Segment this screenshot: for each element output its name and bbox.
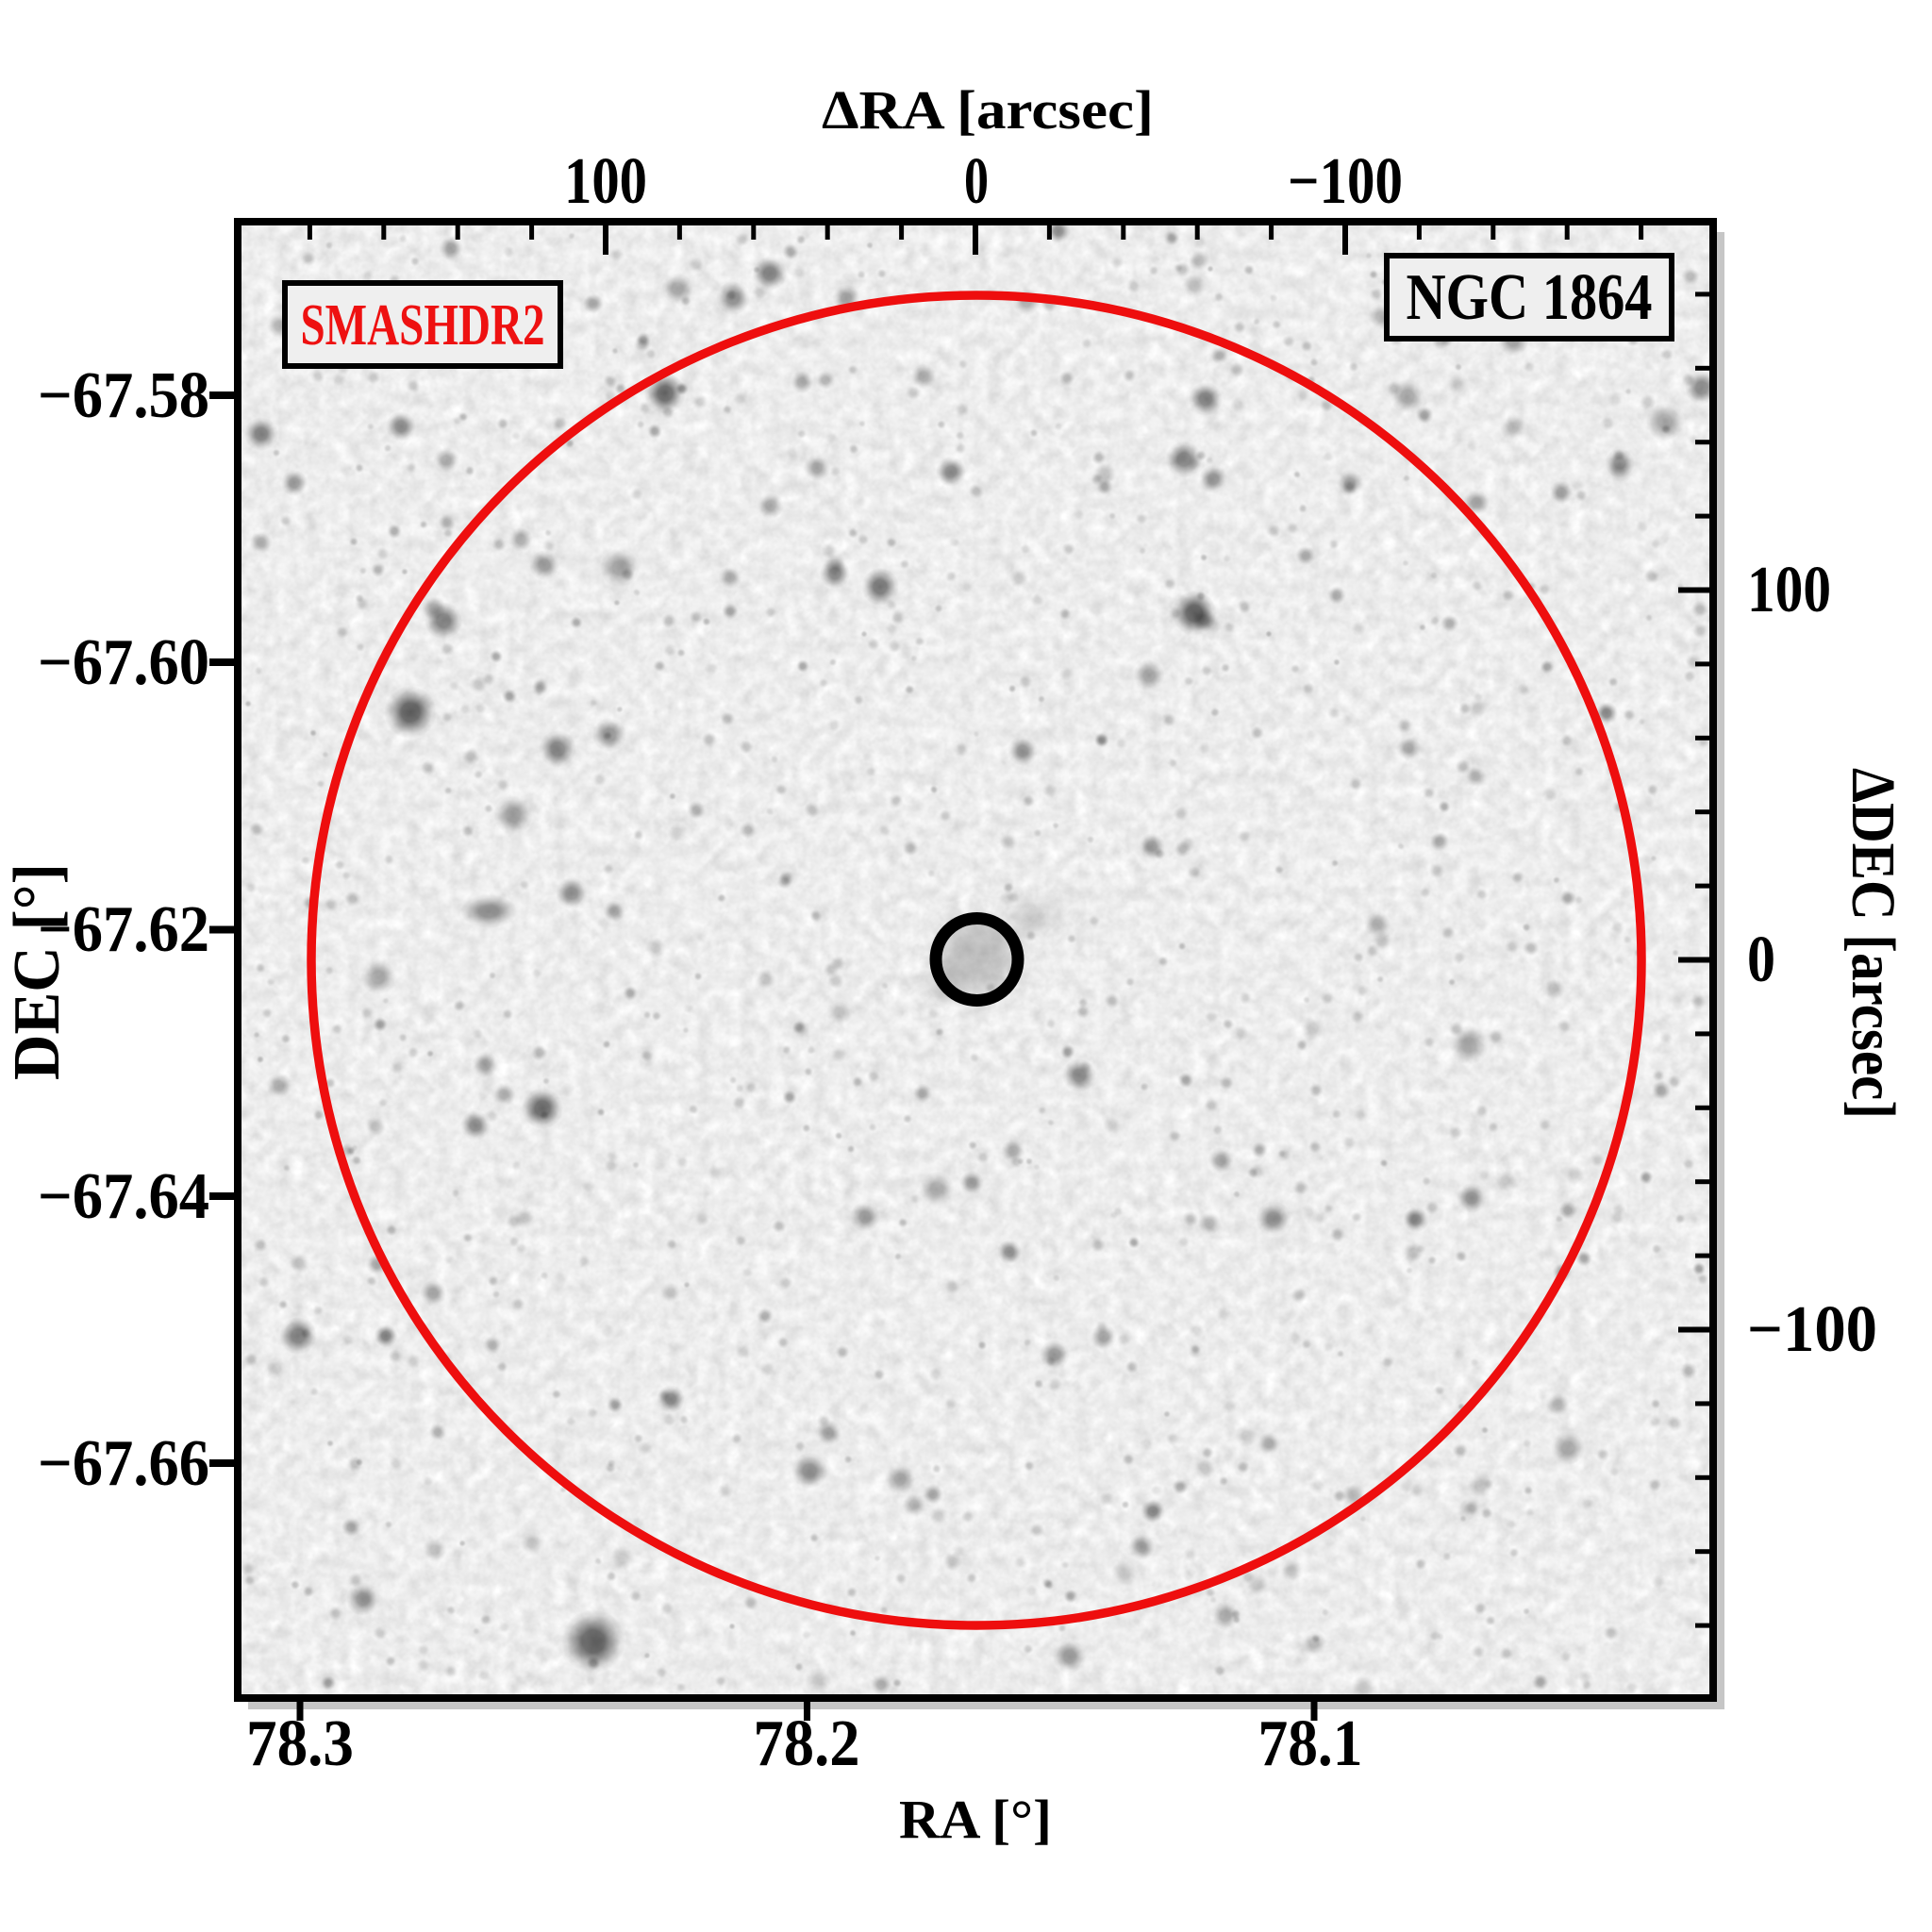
svg-text:−67.62: −67.62	[38, 893, 209, 966]
svg-text:0: 0	[1747, 924, 1775, 996]
svg-text:SMASHDR2: SMASHDR2	[301, 293, 545, 358]
svg-text:−67.58: −67.58	[38, 359, 209, 432]
svg-text:0: 0	[964, 145, 989, 218]
svg-text:ΔRA [arcsec]: ΔRA [arcsec]	[822, 79, 1154, 141]
svg-text:NGC 1864: NGC 1864	[1407, 261, 1653, 334]
svg-text:−100: −100	[1288, 145, 1403, 218]
svg-text:−67.64: −67.64	[38, 1160, 209, 1233]
svg-text:ΔDEC [arcsec]: ΔDEC [arcsec]	[1839, 768, 1907, 1119]
svg-text:78.2: 78.2	[754, 1707, 860, 1780]
svg-text:DEC [°]: DEC [°]	[1, 863, 74, 1080]
svg-text:−67.66: −67.66	[38, 1427, 209, 1500]
svg-text:−100: −100	[1747, 1293, 1877, 1366]
svg-text:RA [°]: RA [°]	[899, 1789, 1052, 1850]
svg-text:100: 100	[1747, 554, 1831, 626]
svg-text:78.1: 78.1	[1258, 1707, 1363, 1780]
svg-text:78.3: 78.3	[246, 1707, 354, 1780]
svg-text:−67.60: −67.60	[38, 626, 209, 699]
svg-text:100: 100	[564, 145, 647, 218]
